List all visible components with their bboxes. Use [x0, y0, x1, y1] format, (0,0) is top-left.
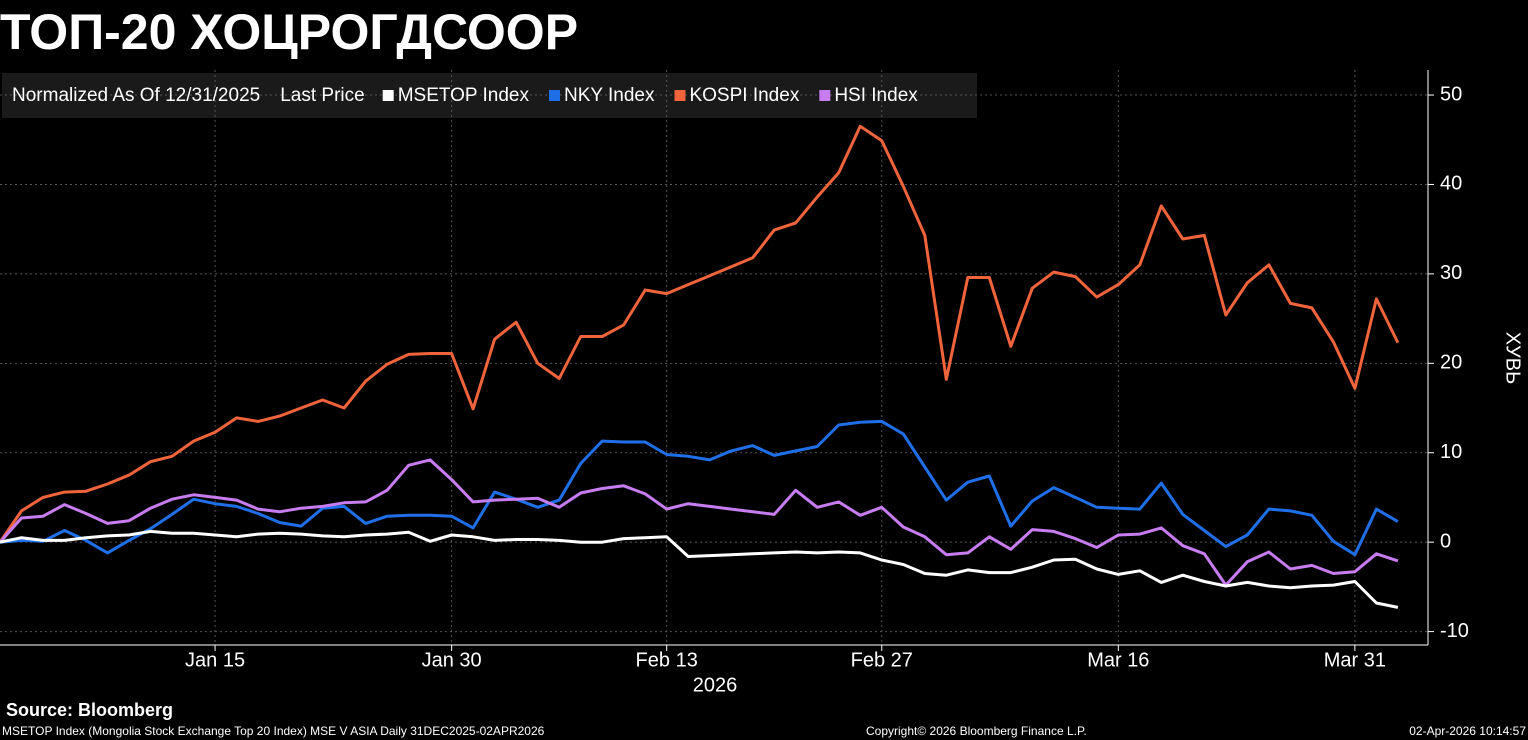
series-line — [0, 419, 1399, 557]
y-tick-label: 50 — [1440, 83, 1462, 105]
copyright: Copyright© 2026 Bloomberg Finance L.P. — [866, 724, 1087, 738]
legend-box — [2, 73, 977, 118]
description: MSETOP Index (Mongolia Stock Exchange To… — [2, 724, 545, 738]
legend-swatch — [674, 90, 686, 101]
series-line — [0, 458, 1399, 587]
y-tick-label: 30 — [1440, 262, 1462, 284]
series-line — [0, 124, 1400, 544]
legend-swatch — [819, 90, 831, 101]
legend-label: KOSPI Index — [689, 85, 799, 106]
timestamp: 02-Apr-2026 10:14:57 — [1409, 724, 1526, 738]
x-tick-label: Mar 16 — [1087, 649, 1149, 671]
legend-header: Last Price — [280, 85, 364, 106]
legend-label: HSI Index — [834, 85, 918, 106]
legend-header: Normalized As Of 12/31/2025 — [12, 85, 260, 106]
y-tick-label: 10 — [1440, 441, 1462, 463]
chart-title: ТОП-20 ХОЦРОГДСООР — [0, 4, 578, 60]
y-tick-label: 20 — [1440, 352, 1462, 374]
legend-swatch — [549, 90, 560, 101]
x-axis-label: 2026 — [693, 674, 738, 696]
x-tick-label: Feb 13 — [636, 649, 698, 671]
legend-label: NKY Index — [564, 85, 655, 106]
y-tick-label: -10 — [1440, 620, 1469, 642]
x-tick-label: Jan 30 — [422, 649, 482, 671]
legend-label: MSETOP Index — [398, 85, 530, 106]
y-tick-label: 0 — [1440, 530, 1451, 552]
y-tick-label: 40 — [1440, 173, 1462, 195]
x-tick-label: Mar 31 — [1324, 649, 1386, 671]
x-tick-label: Feb 27 — [851, 649, 913, 671]
x-tick-label: Jan 15 — [185, 649, 245, 671]
source: Source: Bloomberg — [6, 700, 173, 720]
grid — [0, 70, 1428, 645]
series-line — [0, 529, 1399, 609]
y-axis-label: ХУВЬ — [1502, 332, 1524, 385]
legend-swatch — [382, 90, 394, 101]
